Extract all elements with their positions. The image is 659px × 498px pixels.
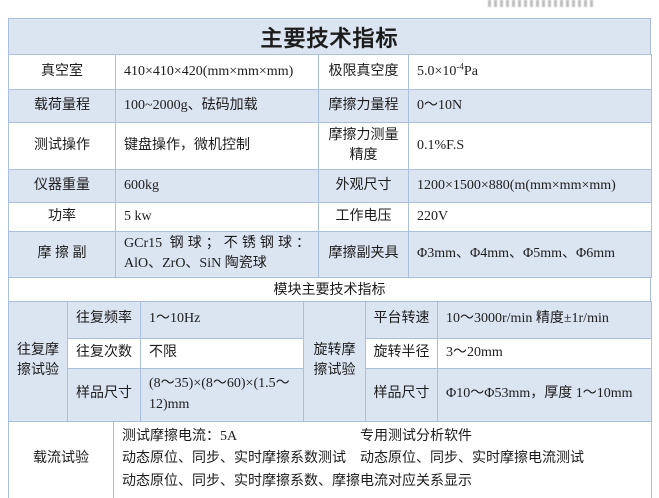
module-row: 往复次数 不限 旋转半径 3～20mm — [9, 337, 652, 369]
current-test-content: 测试摩擦电流：5A 专用测试分析软件 动态原位、同步、实时摩擦系数测试 动态原位、同… — [113, 420, 652, 498]
current-test-item: 动态原位、同步、实时摩擦电流测试 — [360, 451, 584, 467]
module-param-label: 样品尺寸 — [365, 367, 438, 422]
spec-table: 真空室 410×410×420(mm×mm×mm) 极限真空度 5.0×10-4… — [8, 54, 652, 278]
current-test-line: 动态原位、同步、实时摩擦系数、摩擦电流对应关系显示 — [122, 473, 472, 489]
group-label-rotary: 旋转摩擦试验 — [303, 300, 366, 422]
group-label-current: 载流试验 — [8, 420, 114, 498]
spec-value: GCr15 钢球；不锈钢球：AlO、ZrO、SiN 陶瓷球 — [115, 231, 319, 278]
module-table: 往复摩擦试验 往复频率 1～10Hz 旋转摩擦试验 平台转速 10～3000r/… — [8, 300, 652, 422]
group-label-reciprocating: 往复摩擦试验 — [8, 300, 68, 422]
current-test-line: 测试摩擦电流：5A 专用测试分析软件 — [122, 426, 643, 449]
module-param-label: 往复次数 — [67, 337, 141, 369]
current-test-line: 动态原位、同步、实时摩擦系数测试 动态原位、同步、实时摩擦电流测试 — [122, 448, 643, 471]
vacuum-value-unit: Pa — [463, 63, 478, 79]
spec-label: 摩 擦 副 — [8, 231, 116, 278]
module-row: 往复摩擦试验 往复频率 1～10Hz 旋转摩擦试验 平台转速 10～3000r/… — [8, 300, 652, 422]
current-test-table: 载流试验 测试摩擦电流：5A 专用测试分析软件 动态原位、同步、实时摩擦系数测试动… — [8, 420, 652, 498]
spec-sheet: 主要技术指标 真空室 410×410×420(mm×mm×mm) 极限真空度 5… — [8, 18, 652, 498]
spec-label: 摩擦副夹具 — [318, 231, 409, 278]
spec-row: 测试操作 键盘操作，微机控制 摩擦力测量精度 0.1%F.S — [8, 122, 652, 170]
current-test-item: 测试摩擦电流：5A — [122, 428, 238, 444]
spec-value: Φ3mm、Φ4mm、Φ5mm、Φ6mm — [408, 231, 652, 278]
spec-row: 载荷量程 100~2000g、砝码加载 摩擦力量程 0～10N — [8, 89, 652, 123]
vacuum-value-base: 5.0×10 — [417, 63, 457, 79]
module-section-title: 模块主要技术指标 — [8, 276, 651, 302]
cropped-text-fragment — [488, 0, 594, 7]
spec-label: 极限真空度 — [318, 54, 409, 90]
spec-row: 摩 擦 副 GCr15 钢球；不锈钢球：AlO、ZrO、SiN 陶瓷球 摩擦副夹… — [8, 231, 652, 278]
module-param-value: 3～20mm — [437, 337, 652, 369]
spec-value: 600kg — [115, 169, 319, 203]
spec-label: 功率 — [8, 202, 116, 232]
current-test-item: 动态原位、同步、实时摩擦系数测试 — [122, 451, 346, 467]
spec-value: 220V — [408, 202, 652, 232]
module-param-value: 10～3000r/min 精度±1r/min — [437, 300, 652, 339]
vacuum-value-exponent: -4 — [456, 61, 464, 72]
spec-label: 外观尺寸 — [318, 169, 409, 203]
module-param-label: 旋转半径 — [365, 337, 438, 369]
module-row: 样品尺寸 (8～35)×(8～60)×(1.5～12)mm 样品尺寸 Φ10～Φ… — [9, 367, 652, 422]
spec-label: 摩擦力量程 — [318, 89, 409, 123]
spec-value: 1200×1500×880(m(mm×mm×mm) — [408, 169, 652, 203]
spec-label: 真空室 — [8, 54, 116, 90]
spec-value: 5 kw — [115, 202, 319, 232]
spec-value: 键盘操作，微机控制 — [115, 122, 319, 170]
spec-row: 仪器重量 600kg 外观尺寸 1200×1500×880(m(mm×mm×mm… — [8, 169, 652, 203]
spec-label: 仪器重量 — [8, 169, 116, 203]
current-test-item: 专用测试分析软件 — [360, 428, 472, 444]
spec-row: 功率 5 kw 工作电压 220V — [8, 202, 652, 232]
current-test-row: 载流试验 测试摩擦电流：5A 专用测试分析软件 动态原位、同步、实时摩擦系数测试动… — [8, 420, 652, 498]
module-param-label: 平台转速 — [365, 300, 438, 339]
spec-value: 410×410×420(mm×mm×mm) — [115, 54, 319, 90]
spec-value: 0.1%F.S — [408, 122, 652, 170]
spec-value: 100~2000g、砝码加载 — [115, 89, 319, 123]
module-param-value: 1～10Hz — [140, 300, 304, 339]
module-param-label: 往复频率 — [67, 300, 141, 339]
spec-value: 5.0×10-4Pa — [408, 54, 652, 90]
module-param-value: (8～35)×(8～60)×(1.5～12)mm — [140, 367, 304, 422]
spec-value: 0～10N — [408, 89, 652, 123]
spec-label: 摩擦力测量精度 — [318, 122, 409, 170]
module-param-label: 样品尺寸 — [67, 367, 141, 422]
module-param-value: 不限 — [140, 337, 304, 369]
spec-row: 真空室 410×410×420(mm×mm×mm) 极限真空度 5.0×10-4… — [8, 54, 652, 90]
main-title: 主要技术指标 — [8, 18, 651, 55]
spec-label: 载荷量程 — [8, 89, 116, 123]
module-param-value: Φ10～Φ53mm，厚度 1～10mm — [437, 367, 652, 422]
spec-label: 工作电压 — [318, 202, 409, 232]
spec-label: 测试操作 — [8, 122, 116, 170]
